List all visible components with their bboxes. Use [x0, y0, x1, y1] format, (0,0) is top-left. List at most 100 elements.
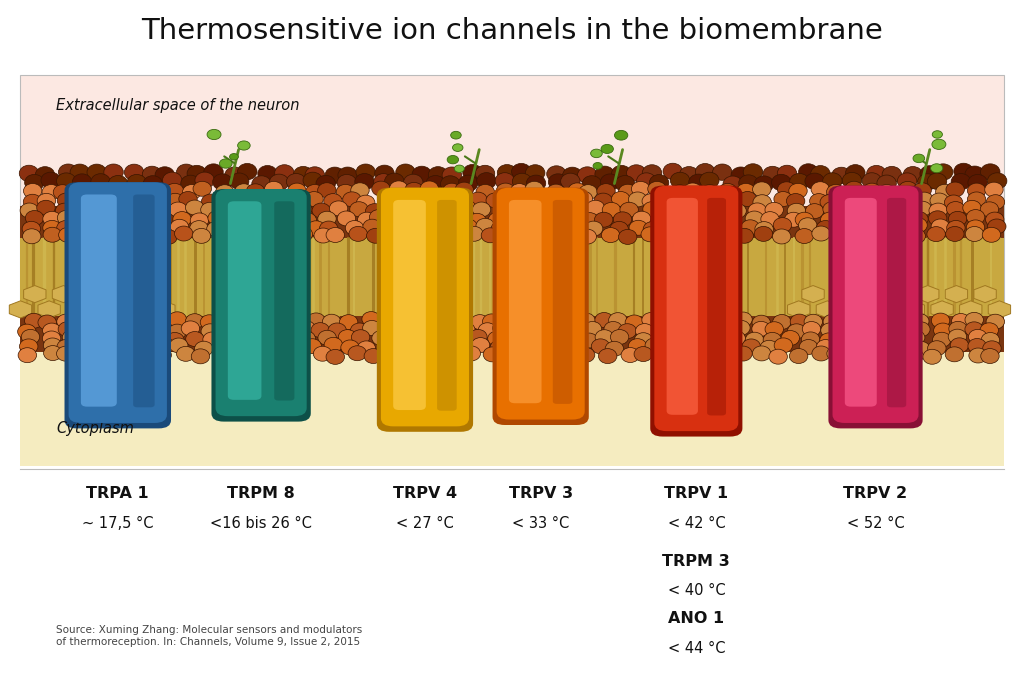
- Ellipse shape: [947, 220, 966, 235]
- Ellipse shape: [672, 329, 690, 344]
- Ellipse shape: [146, 201, 165, 216]
- Ellipse shape: [71, 184, 89, 199]
- Ellipse shape: [90, 314, 109, 329]
- Ellipse shape: [374, 173, 393, 190]
- Ellipse shape: [595, 212, 613, 227]
- Ellipse shape: [755, 176, 774, 192]
- Ellipse shape: [432, 313, 451, 328]
- Ellipse shape: [891, 331, 909, 346]
- Ellipse shape: [677, 315, 695, 330]
- FancyBboxPatch shape: [215, 189, 307, 416]
- Ellipse shape: [591, 149, 602, 158]
- Ellipse shape: [400, 321, 419, 336]
- Ellipse shape: [753, 346, 771, 361]
- Ellipse shape: [911, 341, 930, 356]
- Ellipse shape: [442, 183, 461, 198]
- Ellipse shape: [174, 226, 193, 241]
- Ellipse shape: [127, 313, 145, 328]
- Ellipse shape: [513, 322, 531, 337]
- Ellipse shape: [351, 330, 370, 345]
- Ellipse shape: [417, 220, 435, 235]
- Ellipse shape: [911, 322, 930, 337]
- Ellipse shape: [354, 173, 374, 190]
- Ellipse shape: [629, 220, 647, 235]
- FancyBboxPatch shape: [274, 201, 295, 401]
- Ellipse shape: [899, 182, 918, 197]
- Ellipse shape: [375, 165, 394, 182]
- Ellipse shape: [787, 203, 806, 218]
- Ellipse shape: [336, 184, 354, 199]
- Ellipse shape: [19, 339, 38, 354]
- Ellipse shape: [634, 333, 652, 347]
- Ellipse shape: [718, 194, 736, 209]
- Ellipse shape: [951, 313, 970, 328]
- Ellipse shape: [594, 193, 612, 208]
- Ellipse shape: [830, 338, 849, 353]
- Ellipse shape: [422, 201, 440, 216]
- Ellipse shape: [114, 191, 132, 206]
- Ellipse shape: [56, 173, 76, 189]
- Ellipse shape: [166, 333, 184, 347]
- Text: TRPA 1: TRPA 1: [86, 486, 150, 500]
- Ellipse shape: [629, 192, 647, 207]
- Ellipse shape: [207, 129, 221, 139]
- Ellipse shape: [115, 201, 133, 216]
- Ellipse shape: [872, 322, 891, 337]
- Ellipse shape: [950, 338, 969, 353]
- Ellipse shape: [268, 316, 287, 330]
- Ellipse shape: [384, 324, 402, 339]
- Ellipse shape: [429, 211, 447, 226]
- Ellipse shape: [303, 172, 323, 188]
- Ellipse shape: [325, 167, 344, 184]
- Ellipse shape: [396, 164, 416, 180]
- Ellipse shape: [799, 218, 817, 233]
- Ellipse shape: [396, 195, 415, 210]
- Ellipse shape: [91, 173, 111, 190]
- Ellipse shape: [181, 321, 200, 336]
- Ellipse shape: [946, 201, 965, 216]
- Ellipse shape: [568, 183, 587, 198]
- Ellipse shape: [173, 211, 191, 226]
- Ellipse shape: [129, 185, 147, 200]
- Ellipse shape: [547, 166, 566, 182]
- Ellipse shape: [155, 167, 174, 183]
- Ellipse shape: [614, 131, 628, 140]
- Ellipse shape: [981, 164, 1000, 180]
- Ellipse shape: [547, 322, 565, 337]
- Ellipse shape: [476, 184, 495, 199]
- Ellipse shape: [719, 184, 737, 199]
- Ellipse shape: [802, 332, 820, 347]
- FancyBboxPatch shape: [509, 200, 542, 403]
- Ellipse shape: [654, 330, 673, 345]
- Ellipse shape: [774, 338, 793, 353]
- Ellipse shape: [763, 167, 782, 183]
- Ellipse shape: [55, 203, 74, 218]
- Ellipse shape: [243, 333, 261, 348]
- Text: TRPV 1: TRPV 1: [665, 486, 728, 500]
- Ellipse shape: [966, 226, 984, 241]
- Ellipse shape: [44, 345, 62, 360]
- Ellipse shape: [43, 220, 61, 235]
- Ellipse shape: [932, 131, 942, 138]
- Text: < 44 °C: < 44 °C: [668, 641, 725, 656]
- Ellipse shape: [328, 323, 346, 338]
- Ellipse shape: [831, 167, 851, 184]
- Ellipse shape: [317, 330, 336, 345]
- Ellipse shape: [788, 184, 807, 199]
- Ellipse shape: [842, 321, 860, 336]
- Ellipse shape: [81, 345, 99, 360]
- Ellipse shape: [239, 194, 257, 209]
- Ellipse shape: [487, 331, 506, 346]
- Ellipse shape: [455, 165, 464, 173]
- Ellipse shape: [511, 201, 529, 216]
- Ellipse shape: [255, 194, 273, 209]
- Ellipse shape: [946, 182, 965, 197]
- Ellipse shape: [53, 185, 72, 200]
- Ellipse shape: [319, 221, 338, 236]
- Ellipse shape: [219, 159, 232, 168]
- Ellipse shape: [728, 203, 746, 218]
- Ellipse shape: [851, 333, 869, 347]
- Ellipse shape: [611, 192, 630, 207]
- Ellipse shape: [246, 184, 264, 199]
- Ellipse shape: [442, 167, 462, 184]
